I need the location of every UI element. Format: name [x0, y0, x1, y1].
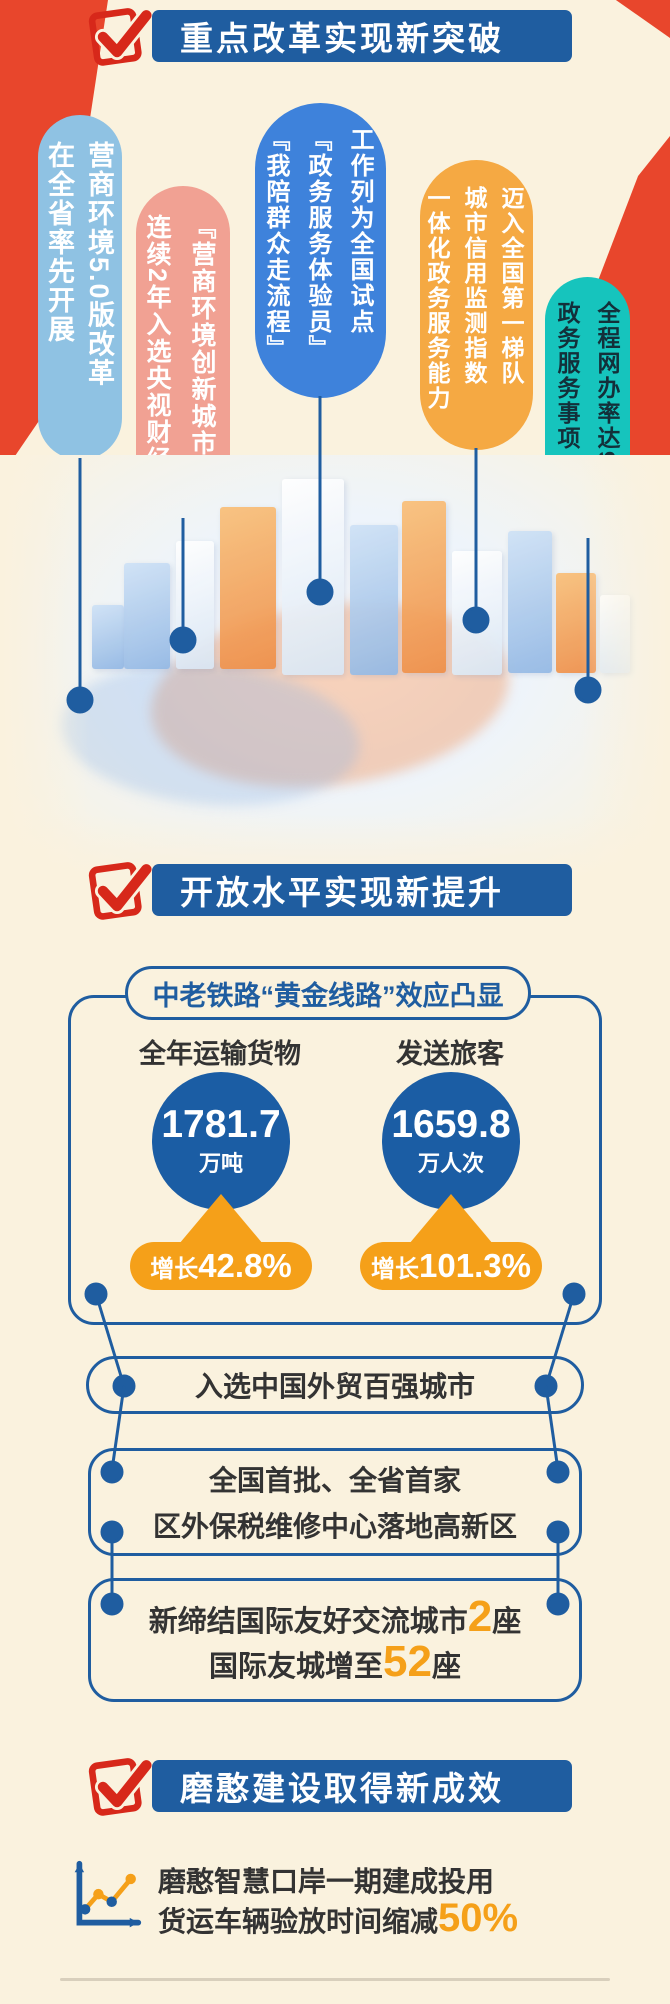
trade-top100-badge: 入选中国外贸百强城市 [86, 1356, 584, 1414]
mohan-line2: 货运车辆验放时间缩减 50% [158, 1898, 518, 1940]
reform-pill-national-pilot: 工作列为全国试点 『政务服务体验员』 『我陪群众走流程』 [255, 103, 386, 398]
friendship-line2: 国际友城增至 52 座 [209, 1640, 461, 1685]
repair-box-line2: 区外保税维修中心落地高新区 [152, 1511, 517, 1542]
line-chart-icon [74, 1860, 142, 1928]
stat-unit: 万人次 [417, 1151, 484, 1177]
section-mohan-title: 磨憨建设取得新成效 [152, 1760, 572, 1812]
growth-value: 101.3% [419, 1247, 531, 1284]
pill-line: 在全省率先开展 [44, 141, 74, 344]
railway-box-header: 中老铁路“黄金线路”效应凸显 [125, 966, 531, 1020]
building-block [92, 605, 124, 669]
building-block [452, 551, 502, 675]
friendship-cities-box: 新缔结国际友好交流城市 2 座 国际友城增至 52 座 [88, 1578, 582, 1702]
building-block [402, 501, 446, 673]
pill-line: 连续2年入选央视财经 [143, 214, 171, 473]
section-reform-header: 重点改革实现新突破 [0, 2, 670, 72]
growth-value: 42.8% [198, 1247, 292, 1284]
section-opening-header: 开放水平实现新提升 [0, 856, 670, 926]
section-reform-title: 重点改革实现新突破 [152, 10, 572, 62]
repair-box-line1: 全国首批、全省首家 [208, 1465, 461, 1496]
growth-banner-passengers: 增长 101.3% [360, 1242, 542, 1290]
bottom-divider [60, 1978, 610, 1981]
friendship-line1: 新缔结国际友好交流城市 2 座 [149, 1595, 522, 1640]
city-fade [0, 455, 90, 885]
mohan-line2-prefix: 货运车辆验放时间缩减 [158, 1906, 439, 1937]
friendship-line1-suffix: 座 [492, 1606, 522, 1638]
stat-circle-cargo: 1781.7 万吨 [152, 1072, 290, 1210]
stat-label-cargo: 全年运输货物 [139, 1039, 301, 1069]
bonded-repair-box: 全国首批、全省首家 区外保税维修中心落地高新区 [88, 1448, 582, 1556]
check-icon [88, 7, 152, 66]
building-block [176, 541, 214, 669]
building-block [282, 479, 344, 675]
pill-line: 『我陪群众走流程』 [262, 127, 289, 361]
pill-line: 工作列为全国试点 [346, 127, 373, 335]
friendship-line2-prefix: 国际友城增至 [209, 1651, 384, 1683]
mohan-line2-number: 50% [438, 1896, 519, 1940]
friendship-line1-number: 2 [467, 1592, 493, 1641]
building-block [350, 525, 398, 675]
pill-line: 政务服务事项 [554, 301, 580, 451]
stat-circle-passengers: 1659.8 万人次 [382, 1072, 520, 1210]
section-opening-title: 开放水平实现新提升 [152, 864, 572, 916]
reform-pill-business-environment: 营商环境5.0版改革 在全省率先开展 [38, 115, 122, 460]
friendship-line2-number: 52 [383, 1637, 432, 1686]
friendship-line2-suffix: 座 [431, 1651, 461, 1683]
check-icon [88, 861, 152, 920]
stat-unit: 万吨 [198, 1151, 243, 1177]
friendship-line1-prefix: 新缔结国际友好交流城市 [148, 1606, 468, 1638]
growth-label: 增长 [150, 1255, 199, 1283]
pill-line: 城市信用监测指数 [461, 186, 487, 386]
city-fade [580, 455, 670, 885]
check-icon [88, 1757, 152, 1816]
pill-line: 『政务服务体验员』 [304, 127, 331, 361]
growth-banner-cargo: 增长 42.8% [130, 1242, 312, 1290]
building-block [508, 531, 552, 673]
mohan-line1: 磨憨智慧口岸一期建成投用 [158, 1866, 495, 1897]
growth-arrow-icon [179, 1194, 263, 1244]
reform-pill-first-tier: 迈入全国第一梯队 城市信用监测指数 一体化政务服务能力 [420, 160, 533, 450]
pill-line: 迈入全国第一梯队 [498, 186, 524, 386]
growth-arrow-icon [409, 1194, 493, 1244]
building-block [124, 563, 170, 669]
stat-value: 1781.7 [161, 1102, 281, 1146]
pill-line: 『营商环境创新城市』 [188, 214, 216, 484]
pill-line: 营商环境5.0版改革 [84, 141, 114, 388]
stat-value: 1659.8 [391, 1102, 511, 1146]
city-illustration [0, 455, 670, 885]
growth-label: 增长 [371, 1255, 420, 1283]
pill-line: 一体化政务服务能力 [424, 186, 450, 411]
section-mohan-header: 磨憨建设取得新成效 [0, 1752, 670, 1822]
building-block [220, 507, 276, 669]
stat-label-passengers: 发送旅客 [396, 1039, 504, 1069]
